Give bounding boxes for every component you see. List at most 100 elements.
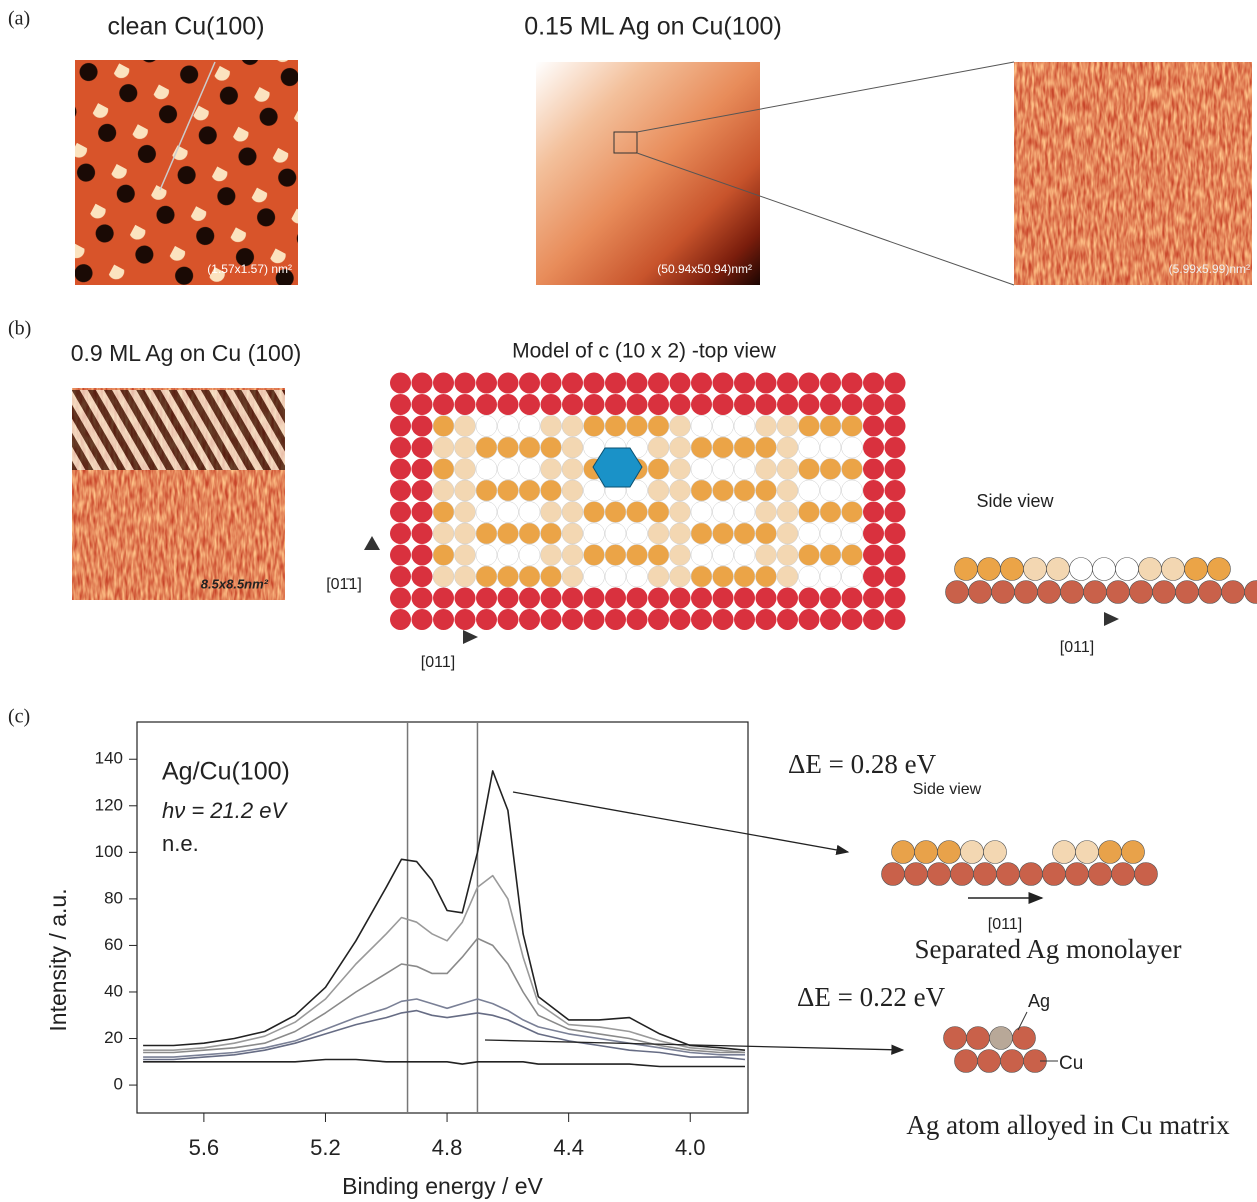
- atom: [476, 416, 497, 437]
- atom: [713, 502, 734, 523]
- x-tick-label: 5.6: [189, 1135, 220, 1160]
- atom: [412, 566, 433, 587]
- panel-label: (a): [8, 8, 30, 30]
- atom: [1153, 581, 1176, 604]
- atom: [648, 566, 669, 587]
- atom: [713, 394, 734, 415]
- atom: [691, 394, 712, 415]
- atom: [820, 566, 841, 587]
- atom: [433, 502, 454, 523]
- atom: [519, 588, 540, 609]
- atom: [562, 480, 583, 501]
- atom: [756, 373, 777, 394]
- atom: [944, 1027, 967, 1050]
- atom: [777, 394, 798, 415]
- atom: [691, 416, 712, 437]
- atom: [455, 609, 476, 630]
- atom: [992, 581, 1015, 604]
- atom-label: Ag: [1028, 991, 1050, 1011]
- atom: [756, 566, 777, 587]
- atom: [713, 545, 734, 566]
- atom: [670, 394, 691, 415]
- atom: [961, 841, 984, 864]
- atom: [476, 523, 497, 544]
- model-title: Model of c (10 x 2) -top view: [512, 340, 777, 363]
- atom: [541, 566, 562, 587]
- x-tick-label: 4.4: [553, 1135, 584, 1160]
- atom: [1043, 863, 1066, 886]
- atom: [885, 545, 906, 566]
- atom: [605, 545, 626, 566]
- atom: [498, 394, 519, 415]
- atom: [562, 566, 583, 587]
- separated-model: [882, 841, 1158, 886]
- atom: [1139, 558, 1162, 581]
- atom: [627, 609, 648, 630]
- atom: [885, 459, 906, 480]
- atom: [412, 394, 433, 415]
- side-title: Side view: [976, 491, 1054, 511]
- atom: [978, 558, 1001, 581]
- atom: [820, 373, 841, 394]
- atom: [390, 609, 411, 630]
- atom: [476, 437, 497, 458]
- scale-label: (5.99x5.99)nm²: [1169, 262, 1250, 276]
- atom: [756, 502, 777, 523]
- atom: [756, 545, 777, 566]
- atom: [820, 437, 841, 458]
- top-view-model: [390, 373, 906, 631]
- chart-annotation: n.e.: [162, 831, 199, 856]
- atom: [820, 459, 841, 480]
- atom: [1024, 558, 1047, 581]
- atom: [476, 545, 497, 566]
- atom: [648, 416, 669, 437]
- atom: [734, 437, 755, 458]
- atom: [734, 373, 755, 394]
- atom: [541, 523, 562, 544]
- atom: [799, 545, 820, 566]
- atom: [1047, 558, 1070, 581]
- atom: [455, 416, 476, 437]
- atom: [670, 416, 691, 437]
- atom: [648, 437, 669, 458]
- spectrum-line: [143, 876, 745, 1053]
- atom: [455, 394, 476, 415]
- atom: [433, 416, 454, 437]
- arrow-head: [1104, 612, 1119, 626]
- atom: [713, 459, 734, 480]
- atom: [648, 545, 669, 566]
- atom: [627, 588, 648, 609]
- atom: [713, 480, 734, 501]
- atom: [892, 841, 915, 864]
- atom: [670, 459, 691, 480]
- atom: [455, 502, 476, 523]
- atom: [605, 588, 626, 609]
- atom: [562, 373, 583, 394]
- atom: [863, 609, 884, 630]
- atom: [967, 1027, 990, 1050]
- atom: [1070, 558, 1093, 581]
- atom: [390, 437, 411, 458]
- atom: [519, 502, 540, 523]
- atom: [734, 523, 755, 544]
- atom: [1199, 581, 1222, 604]
- atom: [433, 523, 454, 544]
- atom: [691, 480, 712, 501]
- atom: [997, 863, 1020, 886]
- atom: [390, 373, 411, 394]
- atom: [412, 459, 433, 480]
- atom: [670, 609, 691, 630]
- atom: [885, 416, 906, 437]
- atom: [541, 480, 562, 501]
- atom: [969, 581, 992, 604]
- atom: [691, 545, 712, 566]
- y-tick-label: 140: [95, 749, 123, 768]
- atom: [713, 523, 734, 544]
- atom: [605, 566, 626, 587]
- atom: [885, 609, 906, 630]
- atom: [498, 523, 519, 544]
- atom: [799, 609, 820, 630]
- atom: [820, 588, 841, 609]
- atom: [799, 437, 820, 458]
- atom: [455, 545, 476, 566]
